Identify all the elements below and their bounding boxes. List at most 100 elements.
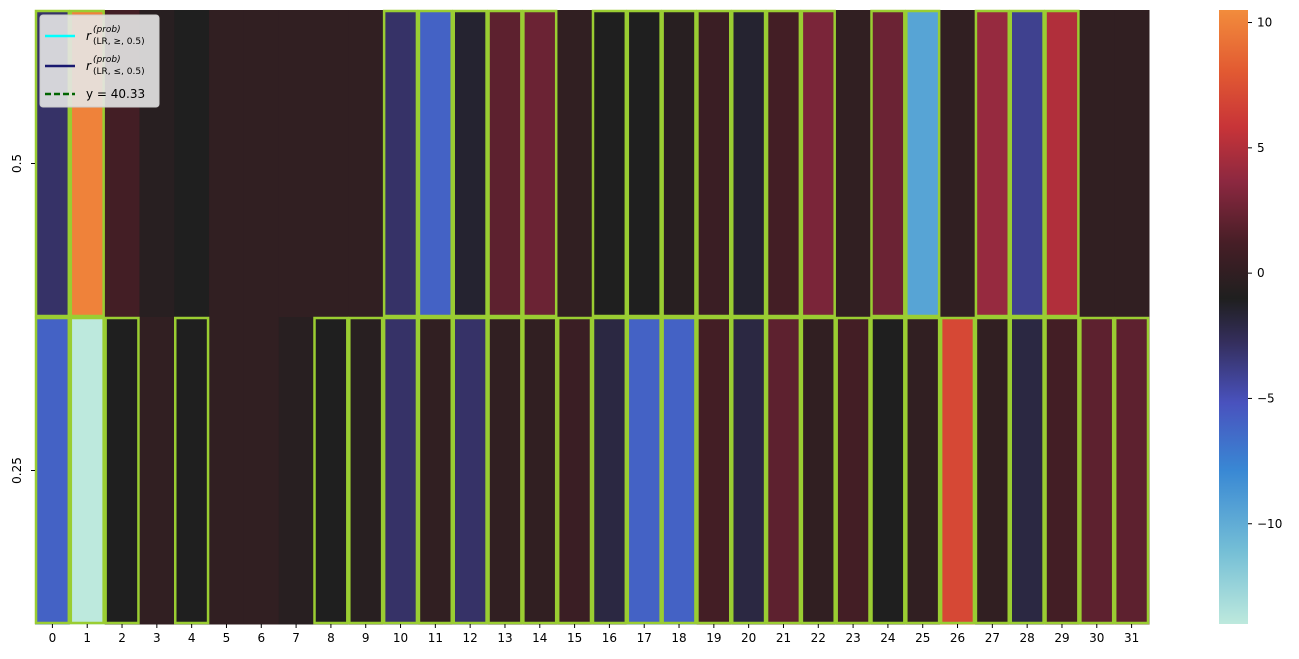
highlight-box bbox=[417, 316, 453, 625]
heatmap-cell bbox=[209, 317, 245, 625]
heatmap-cell bbox=[1114, 10, 1150, 318]
highlight-box bbox=[452, 316, 488, 625]
x-tick-label: 15 bbox=[567, 631, 582, 645]
heatmap-cell bbox=[905, 317, 941, 625]
highlight-box bbox=[626, 9, 662, 318]
legend-label-sup: (prob) bbox=[93, 25, 121, 35]
heatmap-cell bbox=[243, 10, 280, 318]
heatmap-cell bbox=[348, 317, 384, 625]
highlight-box bbox=[731, 316, 767, 625]
heatmap-cell bbox=[557, 10, 593, 318]
highlight-box bbox=[452, 9, 488, 318]
highlight-box bbox=[34, 316, 71, 625]
highlight-box bbox=[765, 316, 802, 625]
highlight-box bbox=[487, 9, 523, 318]
heatmap-cell bbox=[905, 10, 941, 318]
highlight-box bbox=[591, 316, 628, 625]
x-tick-label: 26 bbox=[950, 631, 965, 645]
highlight-box bbox=[69, 9, 105, 318]
heatmap-cell bbox=[592, 10, 628, 318]
y-tick-label: 0.5 bbox=[10, 154, 24, 173]
heatmap-cell bbox=[35, 317, 71, 625]
highlight-box bbox=[905, 316, 941, 625]
colorbar-tick-label: −10 bbox=[1257, 517, 1282, 531]
x-tick-label: 22 bbox=[811, 631, 826, 645]
heatmap-cell bbox=[1044, 317, 1080, 625]
heatmap-cell bbox=[487, 10, 523, 318]
heatmap-cell bbox=[417, 317, 454, 625]
x-tick-label: 14 bbox=[532, 631, 547, 645]
legend-box bbox=[39, 14, 160, 108]
highlight-box bbox=[870, 9, 906, 318]
x-tick-label: 19 bbox=[706, 631, 721, 645]
heatmap-cell bbox=[1079, 317, 1115, 625]
x-tick-label: 23 bbox=[845, 631, 860, 645]
highlight-box bbox=[626, 316, 662, 625]
highlight-box bbox=[800, 9, 836, 318]
highlight-box bbox=[765, 9, 802, 318]
heatmap-highlights bbox=[34, 9, 1150, 625]
heatmap-cell bbox=[592, 317, 628, 625]
highlight-box bbox=[174, 316, 210, 625]
x-tick-label: 12 bbox=[463, 631, 478, 645]
highlight-box bbox=[974, 9, 1010, 318]
heatmap-cell bbox=[1044, 10, 1080, 318]
highlight-box bbox=[417, 9, 453, 318]
legend-label-main: r bbox=[86, 59, 92, 73]
heatmap-cell bbox=[452, 317, 489, 625]
heatmap-cell bbox=[731, 317, 767, 625]
x-tick-label: 8 bbox=[327, 631, 335, 645]
x-tick-label: 1 bbox=[83, 631, 91, 645]
colorbar-tick-label: 0 bbox=[1257, 266, 1265, 280]
heatmap-cell bbox=[417, 10, 454, 318]
x-tick-label: 13 bbox=[497, 631, 512, 645]
x-tick-label: 17 bbox=[637, 631, 652, 645]
x-tick-label: 28 bbox=[1020, 631, 1035, 645]
colorbar-ticks: 10 5 0 −5 −10 bbox=[1248, 16, 1282, 531]
heatmap-cell bbox=[870, 317, 906, 625]
highlight-box bbox=[1079, 316, 1115, 625]
legend-label-sub: (LR, ≥, 0.5) bbox=[93, 37, 145, 47]
legend: r (prob)(LR, ≥, 0.5)r (prob)(LR, ≤, 0.5)y … bbox=[39, 14, 160, 108]
highlight-box bbox=[870, 316, 906, 625]
x-tick-label: 4 bbox=[188, 631, 196, 645]
heatmap-cell bbox=[69, 317, 106, 625]
heatmap-cell bbox=[800, 317, 837, 625]
x-tick-label: 0 bbox=[49, 631, 57, 645]
heatmap-cell bbox=[940, 10, 976, 318]
x-tick-label: 3 bbox=[153, 631, 161, 645]
heatmap-cell bbox=[1114, 317, 1150, 625]
x-tick-label: 5 bbox=[223, 631, 231, 645]
heatmap-cell bbox=[452, 10, 489, 318]
heatmap-cell bbox=[487, 317, 523, 625]
heatmap-cell bbox=[1009, 10, 1046, 318]
highlight-box bbox=[487, 316, 523, 625]
x-tick-label: 25 bbox=[915, 631, 930, 645]
highlight-box bbox=[661, 9, 697, 318]
heatmap-cell bbox=[522, 317, 558, 625]
x-tick-label: 24 bbox=[880, 631, 895, 645]
highlight-box bbox=[1044, 9, 1080, 318]
heatmap-cell bbox=[661, 317, 697, 625]
highlight-box bbox=[835, 316, 871, 625]
heatmap-cell bbox=[766, 317, 802, 625]
x-tick-label: 10 bbox=[393, 631, 408, 645]
heatmap-cell bbox=[278, 10, 314, 318]
legend-label-sub: (LR, ≤, 0.5) bbox=[93, 67, 145, 77]
x-tick-label: 21 bbox=[776, 631, 791, 645]
colorbar-tick-label: 5 bbox=[1257, 141, 1265, 155]
highlight-box bbox=[974, 316, 1010, 625]
highlight-box bbox=[591, 9, 628, 318]
y-tick-label: 0.25 bbox=[10, 457, 24, 484]
heatmap-cell bbox=[766, 10, 802, 318]
x-tick-label: 9 bbox=[362, 631, 370, 645]
highlight-box bbox=[34, 9, 71, 318]
heatmap-cell bbox=[174, 317, 210, 625]
highlight-box bbox=[939, 316, 976, 625]
heatmap-cell bbox=[940, 317, 976, 625]
highlight-box bbox=[522, 316, 558, 625]
highlight-box bbox=[1044, 316, 1080, 625]
highlight-box bbox=[382, 9, 419, 318]
heatmap-cell bbox=[313, 317, 349, 625]
